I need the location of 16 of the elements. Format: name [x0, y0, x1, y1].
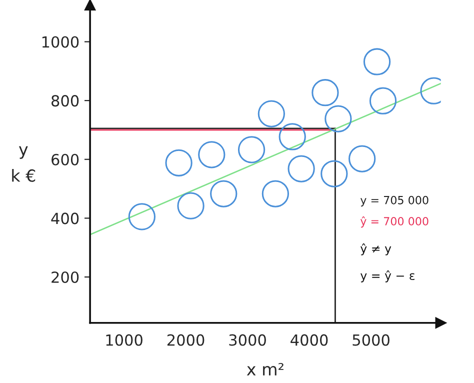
x-tick-label: 3000: [229, 334, 266, 346]
y-tick-label: 800: [52, 95, 79, 107]
x-tick-label: 5000: [352, 334, 390, 346]
x-tick-label: 4000: [290, 334, 328, 346]
ref-line-label: y = 705 000: [360, 196, 428, 206]
ref-line-label: ŷ = 700 000: [360, 216, 428, 228]
y-tick-label: 600: [52, 154, 79, 166]
annotation: ŷ ≠ y: [360, 243, 392, 256]
y-tick-label: 1000: [42, 36, 79, 48]
x-tick-label: 1000: [106, 334, 142, 346]
y-axis-title: y k €: [12, 146, 36, 182]
x-tick-label: 2000: [167, 334, 204, 346]
y-tick-label: 200: [52, 271, 79, 284]
y-tick-label: 400: [51, 212, 79, 224]
annotation: y = ŷ − ε: [360, 270, 414, 282]
x-axis-title: x m²: [246, 362, 284, 376]
